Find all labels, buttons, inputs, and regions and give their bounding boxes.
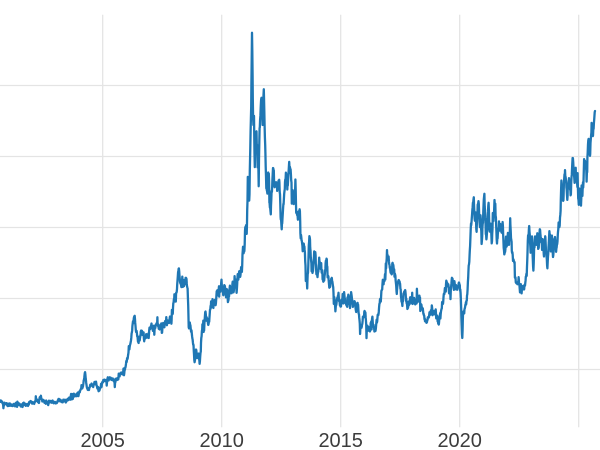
- svg-text:2015: 2015: [318, 430, 363, 450]
- svg-text:2020: 2020: [437, 430, 482, 450]
- svg-text:2005: 2005: [80, 430, 125, 450]
- svg-text:2010: 2010: [199, 430, 244, 450]
